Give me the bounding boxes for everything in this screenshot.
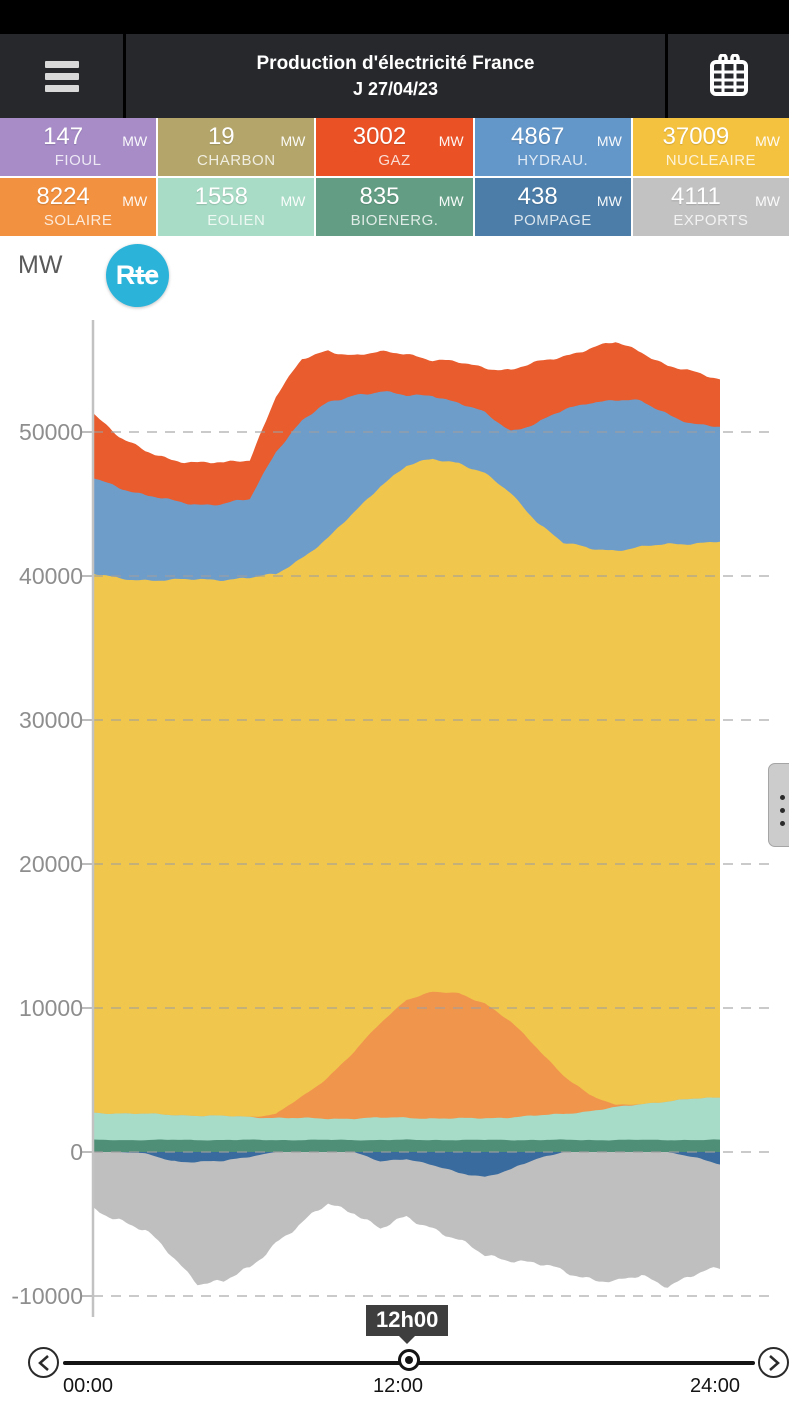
previous-day-button[interactable] <box>28 1347 59 1378</box>
tile-label: GAZ <box>378 152 411 169</box>
tile-label: NUCLEAIRE <box>665 152 757 169</box>
tile-unit: MW <box>122 133 148 149</box>
chevron-left-icon <box>37 1354 49 1371</box>
tile-fioul[interactable]: 147 MW FIOUL <box>0 118 157 176</box>
chevron-right-icon <box>768 1354 780 1371</box>
page-title: Production d'électricité France <box>256 53 535 75</box>
tile-pompage[interactable]: 438 MW POMPAGE <box>474 178 631 236</box>
tile-gaz[interactable]: 3002 MW GAZ <box>316 118 473 176</box>
tile-value: 37009 <box>662 123 730 150</box>
app-header: Production d'électricité France J 27/04/… <box>0 34 789 118</box>
tile-bioenergies[interactable]: 835 MW BIOENERG. <box>316 178 473 236</box>
tile-label: HYDRAU. <box>517 152 589 169</box>
tile-value: 4111 <box>670 183 721 210</box>
tile-unit: MW <box>755 133 780 149</box>
tile-label: FIOUL <box>54 152 102 169</box>
tile-value: 19 <box>207 123 235 150</box>
tile-value: 3002 <box>352 123 407 150</box>
next-day-button[interactable] <box>758 1347 789 1378</box>
tile-eolien[interactable]: 1558 MW EOLIEN <box>158 178 315 236</box>
time-cursor-badge: 12h00 <box>366 1305 449 1345</box>
panel-drag-handle[interactable] <box>768 763 789 847</box>
rte-logo: Rte <box>106 244 169 307</box>
tile-label: BIOENERG. <box>350 212 439 229</box>
status-bar <box>0 0 789 34</box>
y-axis-tick-label: 50000 <box>19 419 83 445</box>
tile-label: EOLIEN <box>207 212 266 229</box>
tile-unit: MW <box>122 193 148 209</box>
slider-label-start: 00:00 <box>63 1375 114 1397</box>
tile-label: EXPORTS <box>673 212 749 229</box>
tile-value: 8224 <box>36 183 90 210</box>
tile-hydraulique[interactable]: 4867 MW HYDRAU. <box>474 118 631 176</box>
y-axis-tick-label: 20000 <box>19 851 83 877</box>
tile-label: SOLAIRE <box>43 212 113 229</box>
menu-button[interactable] <box>0 34 123 118</box>
tile-unit: MW <box>280 193 306 209</box>
tile-exports[interactable]: 4111 MW EXPORTS <box>632 178 789 236</box>
tile-value: 438 <box>517 183 558 210</box>
tile-value: 835 <box>359 183 400 210</box>
tile-nucleaire[interactable]: 37009 MW NUCLEAIRE <box>632 118 789 176</box>
tile-label: POMPAGE <box>513 212 592 229</box>
tile-solaire[interactable]: 8224 MW SOLAIRE <box>0 178 157 236</box>
tile-label: CHARBON <box>197 152 276 169</box>
tile-value: 1558 <box>194 183 248 210</box>
y-axis-tick-label: 40000 <box>19 563 83 589</box>
tile-value: 147 <box>43 123 84 150</box>
y-axis-unit-label: MW <box>18 251 63 279</box>
calendar-icon <box>709 54 748 96</box>
header-title-panel: Production d'électricité France J 27/04/… <box>126 34 665 118</box>
rte-logo-strike <box>120 274 156 277</box>
tile-unit: MW <box>596 193 622 209</box>
calendar-button[interactable] <box>668 34 789 118</box>
y-axis-tick-label: 30000 <box>19 707 83 733</box>
production-stacked-area-chart[interactable]: 50000 40000 30000 20000 10000 0 -10000 <box>0 305 789 1340</box>
y-axis-tick-label: -10000 <box>11 1283 83 1309</box>
page-date: J 27/04/23 <box>352 78 439 99</box>
production-summary-tiles: 147 MW FIOUL 19 MW CHARBON 3002 MW GAZ 4… <box>0 118 789 238</box>
tile-unit: MW <box>596 133 622 149</box>
time-slider: 00:00 12:00 24:00 <box>0 1335 789 1403</box>
tile-unit: MW <box>280 133 306 149</box>
hamburger-icon <box>44 60 79 92</box>
y-axis-tick-label: 10000 <box>19 995 83 1021</box>
tile-unit: MW <box>438 193 464 209</box>
slider-label-middle: 12:00 <box>373 1375 424 1397</box>
tile-unit: MW <box>755 193 780 209</box>
slider-label-end: 24:00 <box>690 1375 741 1397</box>
tile-value: 4867 <box>511 123 565 150</box>
slider-knob[interactable] <box>398 1349 420 1371</box>
y-axis-tick-label: 0 <box>70 1139 83 1165</box>
tile-charbon[interactable]: 19 MW CHARBON <box>158 118 315 176</box>
tile-unit: MW <box>438 133 464 149</box>
